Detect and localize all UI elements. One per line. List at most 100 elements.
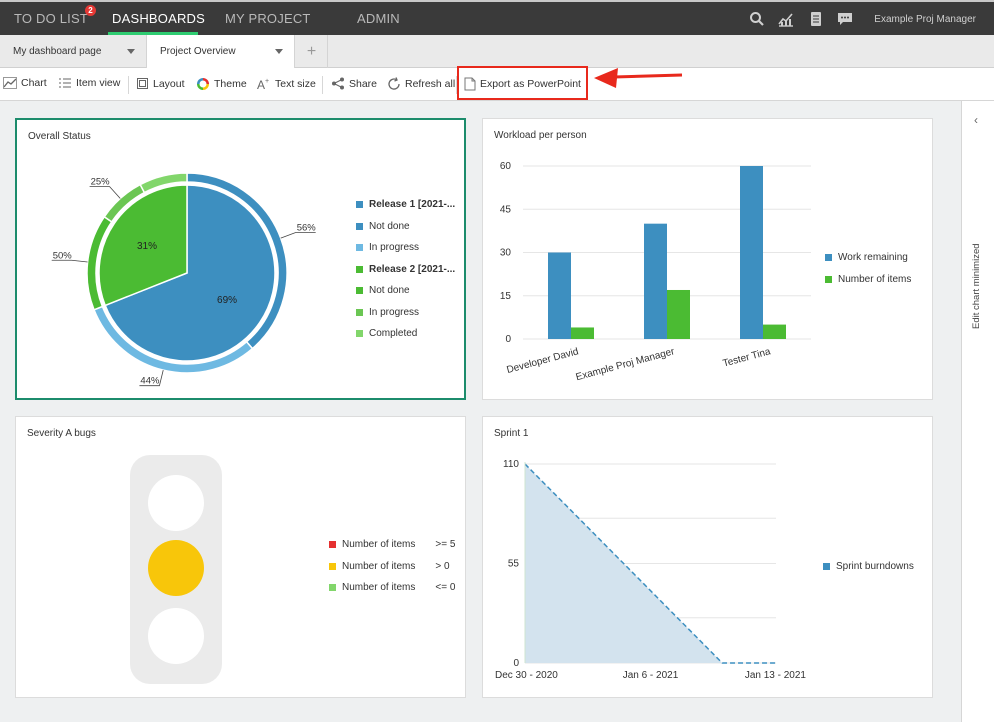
pie-slice-label: 69% [217, 295, 237, 306]
annotation-arrow-icon [594, 68, 683, 88]
legend-label: Number of items [838, 273, 912, 285]
legend-item[interactable]: In progress [356, 242, 419, 253]
y-tick-label: 110 [503, 459, 519, 470]
legend-item[interactable]: Number of items > 0 [329, 561, 450, 572]
legend-swatch [356, 308, 363, 316]
legend-item[interactable]: Release 2 [2021-... [356, 264, 455, 275]
legend-label: Number of items [342, 560, 416, 572]
search-icon[interactable] [749, 11, 765, 27]
svg-text:+: + [265, 78, 269, 85]
legend-label: In progress [369, 306, 420, 318]
pie-label-leader [139, 370, 164, 387]
workload-panel[interactable]: Workload per person 0 15 30 45 60 Developer D… [482, 118, 933, 400]
tab-my-dashboard-page[interactable]: My dashboard page [0, 35, 147, 68]
chevron-down-icon[interactable] [127, 49, 135, 54]
legend-item[interactable]: Not done [356, 285, 410, 296]
legend-label: Not done [369, 285, 410, 296]
overall-status-legend: Release 1 [2021-... Not done In progress Re… [356, 199, 464, 349]
y-tick-label: 0 [505, 334, 511, 345]
pie-ring-label: 50% [53, 250, 73, 261]
pie-ring-label: 44% [140, 376, 160, 387]
theme-button[interactable]: Theme [196, 77, 247, 91]
pie-label-leader [51, 259, 88, 263]
toolbar-divider [456, 76, 457, 94]
text-size-button[interactable]: A + Text size [257, 77, 316, 91]
legend-label: Not done [369, 220, 410, 232]
nav-dashboards[interactable]: DASHBOARDS [112, 11, 206, 26]
legend-item[interactable]: Not done [356, 221, 410, 232]
legend-item[interactable]: Completed [356, 328, 417, 339]
legend-item[interactable]: Work remaining [825, 252, 908, 263]
legend-swatch [825, 275, 832, 283]
refresh-icon [388, 77, 400, 90]
edit-chart-rail[interactable]: ‹ Edit chart minimized [961, 101, 994, 722]
refresh-all-button[interactable]: Refresh all [387, 77, 455, 91]
y-tick-label: 45 [500, 204, 512, 215]
severity-panel[interactable]: Severity A bugs Number of items >= 5 Numbe… [15, 416, 466, 698]
overall-status-panel[interactable]: Overall Status 69% 31% 56% 44% 50% 25% Releas… [15, 118, 466, 400]
traffic-light-chart [130, 455, 222, 684]
svg-text:A: A [257, 78, 265, 90]
analytics-icon[interactable] [778, 11, 794, 27]
legend-item[interactable]: Number of items >= 5 [329, 539, 455, 550]
x-tick-label: Example Proj Manager [575, 346, 677, 383]
bar [571, 327, 594, 339]
legend-item[interactable]: In progress [356, 307, 419, 318]
list-icon [59, 78, 71, 88]
sprint-panel[interactable]: Sprint 1 0 55 110 Dec 30 - 2020 Jan 6 - 2021… [482, 416, 933, 698]
legend-condition: > 0 [435, 560, 450, 572]
traffic-light-lamp-on [148, 540, 204, 596]
workload-legend: Work remaining Number of items [825, 252, 925, 292]
sprint-burndown-chart: 0 55 110 Dec 30 - 2020 Jan 6 - 2021 Jan 13 - … [495, 459, 807, 681]
legend-condition: <= 0 [435, 582, 456, 593]
legend-swatch [329, 584, 336, 591]
todo-count-badge: 2 [85, 5, 96, 16]
legend-label: Number of items [342, 582, 416, 593]
chart-button[interactable]: Chart [3, 77, 47, 89]
legend-item[interactable]: Sprint burndowns [823, 561, 914, 572]
export-powerpoint-button[interactable]: Export as PowerPoint [464, 77, 581, 91]
toolbar-divider [128, 76, 129, 94]
nav-active-indicator [108, 32, 198, 35]
legend-label: Release 2 [2021-... [369, 263, 456, 275]
file-icon [464, 77, 476, 91]
chevron-left-icon[interactable]: ‹ [974, 113, 978, 127]
legend-item[interactable]: Number of items <= 0 [329, 582, 455, 593]
x-tick-label: Dec 30 - 2020 [495, 670, 558, 681]
tab-project-overview[interactable]: Project Overview [147, 35, 295, 69]
legend-swatch [356, 244, 363, 251]
nav-todo-list[interactable]: TO DO LIST [14, 11, 88, 26]
burndown-line [524, 463, 776, 664]
legend-swatch [356, 201, 363, 208]
y-tick-label: 60 [500, 161, 512, 172]
x-tick-label: Jan 6 - 2021 [623, 670, 679, 681]
panel-title: Workload per person [494, 130, 587, 141]
y-tick-label: 30 [500, 248, 512, 259]
dashboard-tabs: My dashboard page Project Overview + [0, 35, 994, 69]
chat-icon[interactable] [837, 11, 853, 27]
legend-item[interactable]: Number of items [825, 274, 911, 285]
chevron-down-icon[interactable] [275, 49, 283, 54]
bar [740, 166, 763, 339]
legend-label: Release 1 [2021-... [369, 199, 456, 210]
bar [644, 223, 667, 339]
nav-my-project[interactable]: MY PROJECT [225, 11, 311, 26]
layout-button[interactable]: Layout [136, 77, 185, 90]
x-tick-label: Jan 13 - 2021 [745, 670, 807, 681]
user-menu[interactable]: Example Proj Manager [874, 14, 976, 25]
panel-title: Overall Status [28, 131, 91, 142]
overall-status-pie-chart: 69% 31% 56% 44% 50% 25% [51, 172, 316, 387]
y-tick-label: 15 [500, 291, 512, 302]
bar [548, 252, 571, 339]
legend-item[interactable]: Release 1 [2021-... [356, 199, 455, 210]
export-highlight-box [457, 66, 588, 100]
dashboard-toolbar: Chart Item view Layout Theme A + Text siz… [0, 68, 994, 101]
item-view-button[interactable]: Item view [58, 77, 120, 89]
share-button[interactable]: Share [331, 77, 377, 90]
document-icon[interactable] [808, 11, 824, 27]
pie-label-leader [280, 232, 316, 239]
tab-label: Project Overview [160, 46, 236, 57]
nav-admin[interactable]: ADMIN [357, 11, 400, 26]
legend-swatch [823, 563, 830, 570]
add-tab-button[interactable]: + [296, 35, 328, 68]
